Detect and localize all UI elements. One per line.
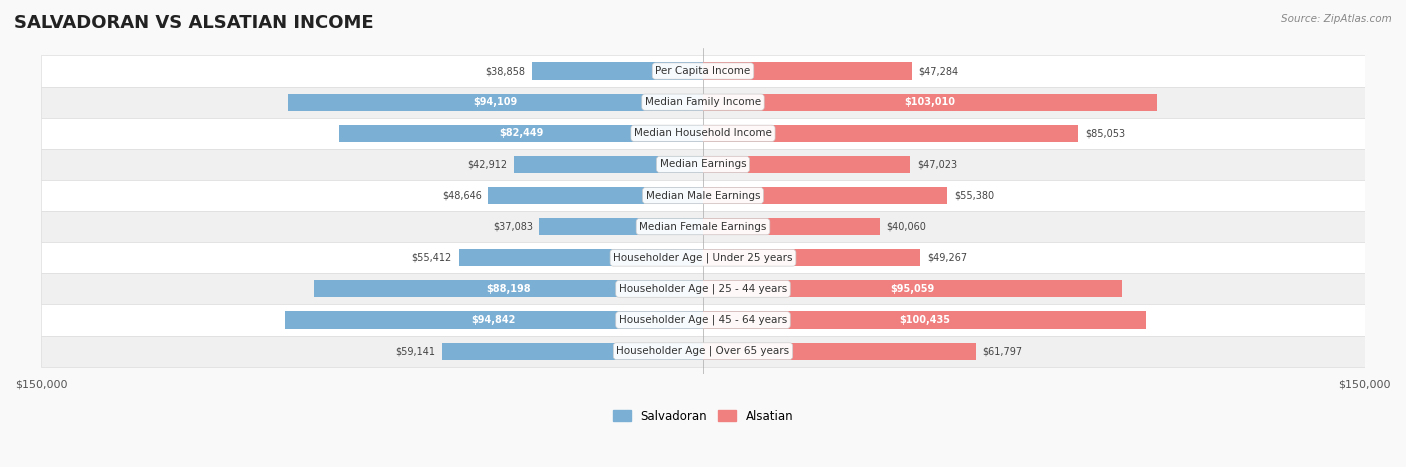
Text: Median Household Income: Median Household Income bbox=[634, 128, 772, 138]
FancyBboxPatch shape bbox=[41, 180, 1365, 211]
Bar bbox=[703, 249, 921, 266]
Bar bbox=[288, 93, 703, 111]
Text: $94,109: $94,109 bbox=[474, 97, 517, 107]
Text: $47,284: $47,284 bbox=[918, 66, 959, 76]
Text: $37,083: $37,083 bbox=[492, 222, 533, 232]
Bar bbox=[703, 93, 1157, 111]
Text: $40,060: $40,060 bbox=[886, 222, 927, 232]
Bar bbox=[458, 249, 703, 266]
Text: Per Capita Income: Per Capita Income bbox=[655, 66, 751, 76]
Text: $38,858: $38,858 bbox=[485, 66, 524, 76]
Text: $94,842: $94,842 bbox=[471, 315, 516, 325]
Text: $59,141: $59,141 bbox=[395, 346, 436, 356]
FancyBboxPatch shape bbox=[41, 304, 1365, 336]
Bar bbox=[703, 280, 1122, 297]
Bar bbox=[703, 63, 911, 79]
FancyBboxPatch shape bbox=[41, 56, 1365, 86]
Text: Median Male Earnings: Median Male Earnings bbox=[645, 191, 761, 200]
Text: SALVADORAN VS ALSATIAN INCOME: SALVADORAN VS ALSATIAN INCOME bbox=[14, 14, 374, 32]
Bar bbox=[540, 218, 703, 235]
Bar bbox=[284, 311, 703, 329]
FancyBboxPatch shape bbox=[41, 242, 1365, 273]
Bar bbox=[703, 187, 948, 204]
Text: $47,023: $47,023 bbox=[917, 159, 957, 170]
Bar bbox=[531, 63, 703, 79]
Text: Median Family Income: Median Family Income bbox=[645, 97, 761, 107]
Bar bbox=[703, 311, 1146, 329]
Legend: Salvadoran, Alsatian: Salvadoran, Alsatian bbox=[609, 405, 797, 427]
Text: $49,267: $49,267 bbox=[927, 253, 967, 263]
Bar bbox=[703, 156, 911, 173]
Text: Householder Age | Over 65 years: Householder Age | Over 65 years bbox=[616, 346, 790, 356]
FancyBboxPatch shape bbox=[41, 336, 1365, 367]
Text: Source: ZipAtlas.com: Source: ZipAtlas.com bbox=[1281, 14, 1392, 24]
Text: Householder Age | 25 - 44 years: Householder Age | 25 - 44 years bbox=[619, 283, 787, 294]
Bar bbox=[513, 156, 703, 173]
Text: $88,198: $88,198 bbox=[486, 284, 530, 294]
Text: $61,797: $61,797 bbox=[983, 346, 1022, 356]
Text: $82,449: $82,449 bbox=[499, 128, 543, 138]
Bar bbox=[314, 280, 703, 297]
Bar bbox=[488, 187, 703, 204]
Text: $85,053: $85,053 bbox=[1085, 128, 1125, 138]
Bar bbox=[703, 125, 1078, 142]
FancyBboxPatch shape bbox=[41, 273, 1365, 304]
Bar bbox=[339, 125, 703, 142]
FancyBboxPatch shape bbox=[41, 118, 1365, 149]
FancyBboxPatch shape bbox=[41, 86, 1365, 118]
FancyBboxPatch shape bbox=[41, 149, 1365, 180]
Text: Householder Age | Under 25 years: Householder Age | Under 25 years bbox=[613, 253, 793, 263]
Text: $48,646: $48,646 bbox=[441, 191, 482, 200]
Bar bbox=[703, 343, 976, 360]
Text: $103,010: $103,010 bbox=[904, 97, 956, 107]
Bar bbox=[703, 218, 880, 235]
Text: Householder Age | 45 - 64 years: Householder Age | 45 - 64 years bbox=[619, 315, 787, 325]
Text: $55,412: $55,412 bbox=[412, 253, 451, 263]
Text: Median Earnings: Median Earnings bbox=[659, 159, 747, 170]
Text: $42,912: $42,912 bbox=[467, 159, 508, 170]
Text: $95,059: $95,059 bbox=[890, 284, 935, 294]
Bar bbox=[441, 343, 703, 360]
FancyBboxPatch shape bbox=[41, 211, 1365, 242]
Text: $100,435: $100,435 bbox=[898, 315, 950, 325]
Text: Median Female Earnings: Median Female Earnings bbox=[640, 222, 766, 232]
Text: $55,380: $55,380 bbox=[953, 191, 994, 200]
